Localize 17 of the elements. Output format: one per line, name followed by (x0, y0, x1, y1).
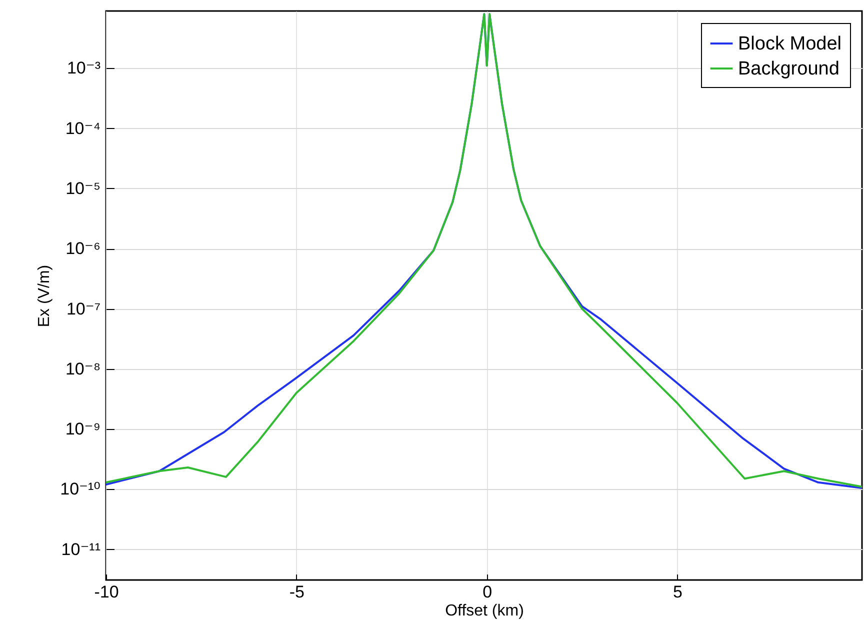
y-axis-title: Ex (V/m) (36, 264, 54, 328)
y-tick-label: 10⁻¹⁰ (60, 480, 101, 499)
y-tick-label: 10⁻⁸ (65, 359, 100, 378)
x-tick-label: -10 (94, 582, 119, 602)
legend-label: Block Model (738, 34, 842, 54)
y-tick-label: 10⁻⁷ (66, 299, 100, 318)
y-tick-label: 10⁻⁹ (65, 420, 100, 439)
y-tick-label: 10⁻⁵ (66, 178, 100, 198)
y-tick-label: 10⁻³ (66, 58, 101, 78)
y-tick-label: 10⁻¹¹ (61, 540, 101, 559)
x-axis-title: Offset (km) (445, 602, 524, 620)
y-tick-label: 10⁻⁴ (65, 118, 100, 138)
x-tick-label: -5 (289, 582, 304, 602)
x-tick-label: 5 (673, 582, 683, 602)
legend-label: Background (738, 58, 840, 80)
y-tick-label: 10⁻⁶ (66, 239, 100, 258)
x-tick-label: 0 (482, 582, 492, 602)
